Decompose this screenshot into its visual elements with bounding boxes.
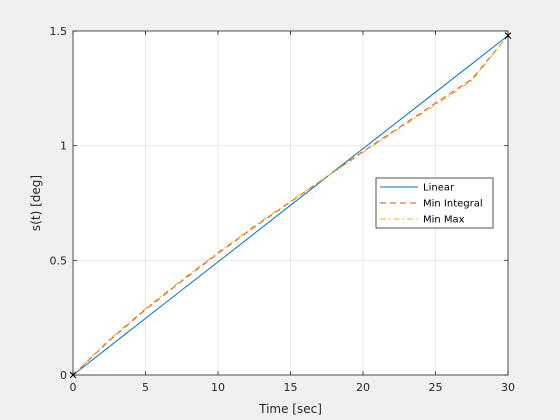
endpoint-marker [504, 32, 512, 39]
legend: Linear Min Integral Min Max [375, 177, 494, 229]
legend-label: Min Integral [423, 199, 483, 210]
x-tick-label: 25 [429, 381, 443, 394]
x-tick-label: 5 [142, 381, 149, 394]
endpoint-marker [69, 371, 77, 379]
y-tick-label: 1 [60, 140, 67, 153]
y-tick-label: 0.5 [50, 254, 68, 267]
ticks: 0 5 10 15 20 25 30 0 0.5 1 1.5 [50, 25, 516, 394]
x-tick-label: 15 [284, 381, 298, 394]
series-line-linear [72, 35, 509, 376]
x-tick-label: 0 [70, 381, 77, 394]
y-tick-label: 1.5 [50, 25, 68, 38]
x-tick-label: 10 [211, 381, 225, 394]
y-axis-label: s(t) [deg] [29, 175, 43, 231]
x-tick-label: 20 [356, 381, 370, 394]
series-line-min-integral [72, 35, 509, 376]
series-layer [72, 35, 509, 376]
legend-label: Min Max [423, 215, 465, 226]
x-tick-label: 30 [501, 381, 515, 394]
legend-label: Linear [423, 183, 455, 194]
markers [69, 32, 512, 379]
y-tick-label: 0 [60, 369, 67, 382]
series-line-min-max [72, 35, 509, 376]
x-axis-label: Time [sec] [258, 402, 322, 416]
